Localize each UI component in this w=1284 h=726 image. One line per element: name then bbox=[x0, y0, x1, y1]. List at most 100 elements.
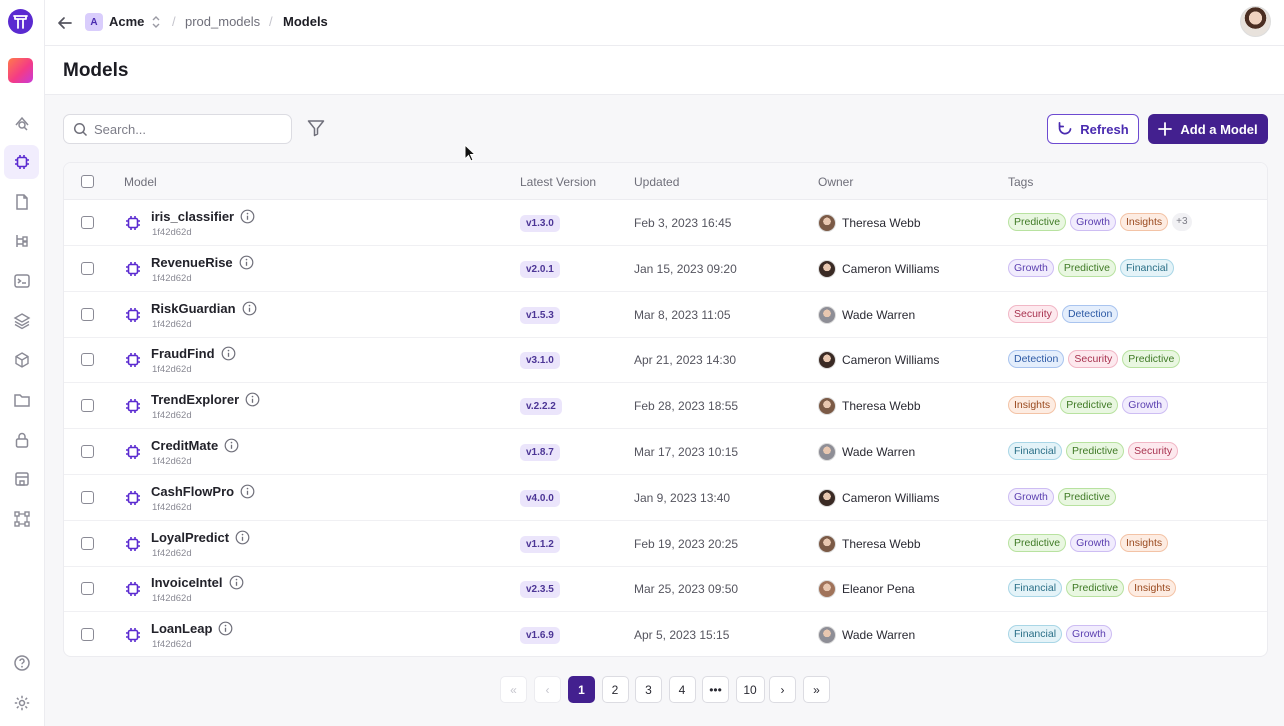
row-checkbox[interactable] bbox=[81, 399, 94, 413]
file-nav-icon[interactable] bbox=[4, 185, 39, 219]
tag-badge[interactable]: Growth bbox=[1008, 258, 1054, 277]
tag-badge[interactable]: Insights bbox=[1008, 396, 1057, 415]
model-name[interactable]: TrendExplorer bbox=[151, 392, 260, 407]
model-name[interactable]: CashFlowPro bbox=[151, 484, 255, 499]
info-icon[interactable] bbox=[218, 621, 233, 636]
tag-badge[interactable]: Growth bbox=[1066, 625, 1112, 644]
filter-icon[interactable] bbox=[306, 118, 326, 138]
page-button[interactable]: 4 bbox=[668, 676, 696, 703]
workflow-nav-icon[interactable] bbox=[4, 502, 39, 536]
tag-badge[interactable]: Detection bbox=[1008, 350, 1065, 369]
tag-badge[interactable]: Financial bbox=[1008, 579, 1063, 598]
info-icon[interactable] bbox=[229, 575, 244, 590]
tag-badge[interactable]: Financial bbox=[1119, 258, 1174, 277]
row-checkbox[interactable] bbox=[81, 536, 94, 550]
column-header-model[interactable]: Model bbox=[124, 175, 157, 189]
table-row[interactable]: CreditMate 1f42d62d v1.8.7 Mar 17, 2023 10:… bbox=[64, 429, 1267, 475]
row-checkbox[interactable] bbox=[81, 582, 94, 596]
search-input[interactable] bbox=[94, 120, 284, 138]
tag-badge[interactable]: Predictive bbox=[1057, 258, 1116, 277]
table-row[interactable]: LoanLeap 1f42d62d v1.6.9 Apr 5, 2023 15:15 W… bbox=[64, 612, 1267, 656]
info-icon[interactable] bbox=[239, 255, 254, 270]
table-row[interactable]: LoyalPredict 1f42d62d v1.1.2 Feb 19, 2023 2… bbox=[64, 521, 1267, 567]
next-page-icon[interactable]: › bbox=[769, 676, 796, 703]
layers-nav-icon[interactable] bbox=[4, 304, 39, 338]
folder-nav-icon[interactable] bbox=[4, 383, 39, 417]
row-checkbox[interactable] bbox=[81, 261, 94, 275]
tag-badge[interactable]: Growth bbox=[1070, 213, 1116, 231]
model-name[interactable]: InvoiceIntel bbox=[151, 575, 244, 590]
tag-badge[interactable]: Predictive bbox=[1008, 213, 1067, 231]
more-tags-badge[interactable]: +3 bbox=[1172, 213, 1192, 231]
table-row[interactable]: RevenueRise 1f42d62d v2.0.1 Jan 15, 2023 09… bbox=[64, 246, 1267, 292]
tag-badge[interactable]: Security bbox=[1068, 350, 1119, 369]
table-row[interactable]: RiskGuardian 1f42d62d v1.5.3 Mar 8, 2023 11… bbox=[64, 292, 1267, 338]
first-page-icon[interactable]: « bbox=[500, 676, 527, 703]
search-box[interactable] bbox=[63, 114, 292, 144]
column-header-updated[interactable]: Updated bbox=[634, 175, 680, 189]
add-model-button[interactable]: Add a Model bbox=[1148, 114, 1268, 144]
table-row[interactable]: CashFlowPro 1f42d62d v4.0.0 Jan 9, 2023 13:… bbox=[64, 475, 1267, 521]
info-icon[interactable] bbox=[221, 346, 236, 361]
page-button[interactable]: 10 bbox=[735, 676, 765, 703]
table-row[interactable]: iris_classifier 1f42d62d v1.3.0 Feb 3, 2023… bbox=[64, 200, 1267, 246]
tree-nav-icon[interactable] bbox=[4, 224, 39, 258]
info-icon[interactable] bbox=[242, 301, 257, 316]
help-nav-icon[interactable] bbox=[4, 646, 39, 680]
tag-badge[interactable]: Growth bbox=[1008, 487, 1054, 506]
tag-badge[interactable]: Growth bbox=[1070, 533, 1116, 552]
table-row[interactable]: FraudFind 1f42d62d v3.1.0 Apr 21, 2023 14:3… bbox=[64, 337, 1267, 384]
last-page-icon[interactable]: » bbox=[803, 676, 830, 703]
tag-badge[interactable]: Growth bbox=[1122, 396, 1169, 415]
refresh-button[interactable]: Refresh bbox=[1047, 114, 1139, 144]
user-avatar[interactable] bbox=[1240, 6, 1271, 37]
workspace-avatar[interactable] bbox=[8, 58, 33, 83]
column-header-owner[interactable]: Owner bbox=[818, 175, 854, 189]
tag-badge[interactable]: Insights bbox=[1119, 533, 1169, 552]
tag-badge[interactable]: Insights bbox=[1119, 213, 1169, 231]
model-name[interactable]: iris_classifier bbox=[151, 209, 255, 224]
select-all-checkbox[interactable] bbox=[81, 175, 94, 188]
tag-badge[interactable]: Predictive bbox=[1057, 487, 1116, 506]
tag-badge[interactable]: Security bbox=[1008, 304, 1058, 323]
lock-nav-icon[interactable] bbox=[4, 423, 39, 457]
info-icon[interactable] bbox=[224, 438, 239, 453]
column-header-version[interactable]: Latest Version bbox=[520, 175, 597, 189]
tag-badge[interactable]: Predictive bbox=[1066, 579, 1125, 598]
terminal-nav-icon[interactable] bbox=[4, 264, 39, 298]
model-name[interactable]: CreditMate bbox=[151, 438, 239, 453]
model-name[interactable]: FraudFind bbox=[151, 346, 236, 361]
table-row[interactable]: TrendExplorer 1f42d62d v.2.2.2 Feb 28, 2023… bbox=[64, 383, 1267, 430]
breadcrumb-project[interactable]: prod_models bbox=[185, 14, 261, 29]
row-checkbox[interactable] bbox=[81, 628, 94, 642]
tag-badge[interactable]: Predictive bbox=[1008, 533, 1067, 552]
info-icon[interactable] bbox=[245, 392, 260, 407]
tag-badge[interactable]: Predictive bbox=[1060, 396, 1119, 415]
tag-badge[interactable]: Financial bbox=[1008, 442, 1063, 460]
column-header-tags[interactable]: Tags bbox=[1008, 175, 1034, 189]
tag-badge[interactable]: Detection bbox=[1061, 304, 1119, 323]
dashboard-nav-icon[interactable] bbox=[4, 106, 39, 140]
workspace-name[interactable]: Acme bbox=[109, 14, 145, 29]
row-checkbox[interactable] bbox=[81, 353, 94, 367]
table-row[interactable]: InvoiceIntel 1f42d62d v2.3.5 Mar 25, 2023 0… bbox=[64, 566, 1267, 613]
tag-badge[interactable]: Security bbox=[1128, 442, 1179, 460]
info-icon[interactable] bbox=[240, 484, 255, 499]
app-logo-icon[interactable] bbox=[8, 9, 33, 34]
info-icon[interactable] bbox=[240, 209, 255, 224]
tag-badge[interactable]: Financial bbox=[1008, 625, 1063, 644]
tag-badge[interactable]: Predictive bbox=[1122, 350, 1181, 369]
model-name[interactable]: RevenueRise bbox=[151, 255, 254, 270]
tag-badge[interactable]: Insights bbox=[1128, 579, 1177, 598]
info-icon[interactable] bbox=[235, 530, 250, 545]
row-checkbox[interactable] bbox=[81, 445, 94, 458]
tag-badge[interactable]: Predictive bbox=[1066, 442, 1125, 460]
store-nav-icon[interactable] bbox=[4, 462, 39, 496]
model-name[interactable]: RiskGuardian bbox=[151, 301, 257, 316]
prev-page-icon[interactable]: ‹ bbox=[534, 676, 561, 703]
settings-nav-icon[interactable] bbox=[4, 686, 39, 720]
row-checkbox[interactable] bbox=[81, 216, 94, 229]
page-button[interactable]: 2 bbox=[601, 676, 629, 703]
model-name[interactable]: LoanLeap bbox=[151, 621, 233, 636]
back-arrow-icon[interactable] bbox=[55, 13, 75, 33]
